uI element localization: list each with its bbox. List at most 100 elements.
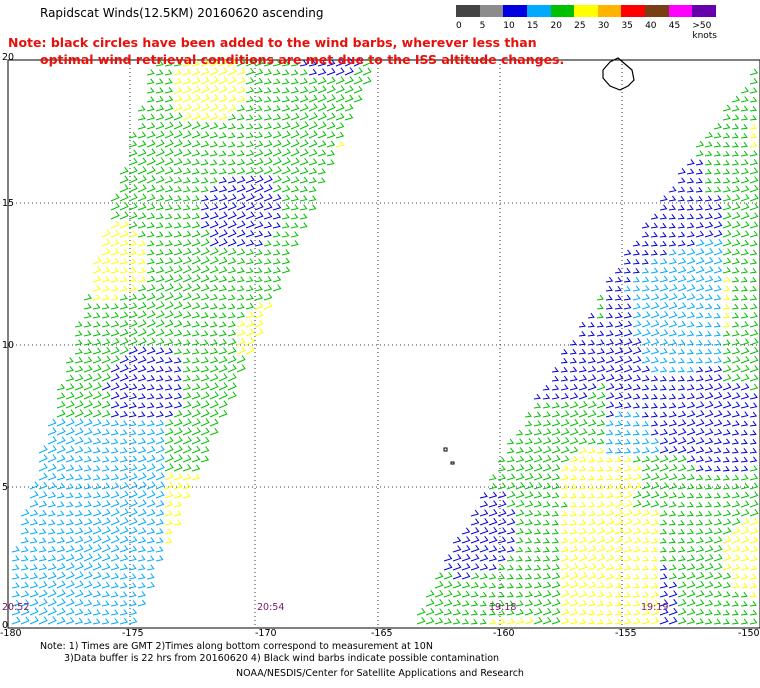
- wind-barb: [632, 482, 642, 490]
- wind-barb: [596, 492, 605, 499]
- wind-barb: [569, 528, 578, 535]
- wind-barb: [110, 248, 120, 256]
- wind-barb: [191, 221, 201, 229]
- wind-barb: [659, 590, 669, 598]
- wind-barb: [164, 481, 174, 490]
- wind-barb: [281, 194, 291, 202]
- wind-barb: [551, 445, 561, 454]
- wind-barb: [218, 202, 228, 211]
- wind-barb: [83, 365, 93, 373]
- wind-barb: [551, 367, 559, 373]
- wind-barb: [29, 546, 38, 553]
- wind-barb: [227, 141, 236, 148]
- wind-barb: [659, 599, 669, 607]
- wind-barb: [362, 67, 372, 76]
- wind-barb: [146, 499, 156, 508]
- wind-barb: [164, 130, 174, 139]
- wind-barb: [200, 247, 210, 256]
- wind-barb: [650, 319, 660, 328]
- wind-barb: [722, 429, 731, 436]
- wind-barb: [749, 383, 759, 391]
- wind-barb: [173, 436, 183, 445]
- wind-barb: [749, 312, 758, 319]
- wind-barb: [614, 448, 622, 454]
- wind-barb: [443, 608, 453, 616]
- wind-barb: [587, 428, 597, 436]
- wind-barb: [533, 402, 542, 409]
- wind-barb: [137, 157, 147, 166]
- wind-barb: [200, 112, 210, 121]
- wind-barb: [659, 402, 668, 409]
- wind-barb: [20, 616, 30, 625]
- wind-barb: [173, 384, 182, 391]
- wind-barb: [164, 310, 174, 319]
- wind-barb: [182, 330, 191, 337]
- wind-barb: [506, 447, 515, 454]
- wind-barb: [74, 510, 83, 517]
- scale-swatch: [645, 5, 669, 17]
- wind-barb: [623, 374, 633, 382]
- wind-barb: [497, 592, 505, 598]
- wind-barb: [497, 482, 507, 490]
- wind-barb: [740, 202, 750, 211]
- wind-barb: [524, 472, 534, 481]
- wind-barb: [146, 420, 155, 427]
- wind-barb: [587, 590, 596, 598]
- wind-barb: [731, 230, 741, 238]
- wind-barb: [605, 383, 615, 391]
- wind-barb: [650, 608, 660, 616]
- wind-barb: [587, 536, 597, 544]
- wind-barb: [164, 375, 173, 382]
- wind-barb: [182, 357, 191, 364]
- wind-barb: [524, 617, 534, 625]
- wind-barb: [641, 231, 650, 238]
- wind-barb: [236, 114, 245, 121]
- wind-barb: [605, 500, 615, 508]
- wind-barb: [83, 474, 92, 481]
- wind-barb: [677, 402, 686, 409]
- wind-barb: [740, 374, 750, 382]
- wind-barb: [434, 599, 444, 607]
- wind-barb: [695, 284, 705, 292]
- wind-barb: [101, 346, 111, 355]
- wind-barb: [182, 401, 192, 409]
- wind-barb: [695, 168, 704, 175]
- wind-barb: [749, 430, 757, 436]
- wind-barb: [596, 591, 605, 598]
- wind-barb: [623, 267, 631, 274]
- wind-barb: [713, 322, 721, 328]
- wind-barb: [308, 177, 317, 184]
- wind-barb: [155, 203, 164, 211]
- wind-barb: [569, 537, 578, 544]
- wind-barb: [56, 616, 66, 625]
- wind-barb: [623, 303, 632, 310]
- wind-barb: [596, 535, 606, 544]
- wind-barb: [596, 294, 605, 301]
- wind-barb: [155, 537, 164, 544]
- wind-barb: [632, 320, 642, 328]
- wind-barb: [443, 571, 453, 580]
- wind-barb: [713, 177, 722, 184]
- wind-barb: [524, 500, 534, 508]
- wind-barb: [38, 519, 47, 526]
- wind-barb: [173, 348, 182, 355]
- wind-barb: [254, 140, 264, 148]
- wind-barb: [137, 573, 146, 580]
- wind-barb: [263, 59, 273, 67]
- wind-barb: [713, 572, 723, 580]
- wind-barb: [146, 346, 156, 355]
- wind-barb: [686, 401, 696, 409]
- wind-barb: [668, 572, 677, 580]
- wind-barb: [227, 338, 237, 346]
- wind-barb: [200, 85, 210, 94]
- wind-barb: [515, 565, 523, 571]
- wind-barb: [245, 285, 254, 292]
- wind-barb: [713, 428, 723, 436]
- wind-barb: [587, 545, 597, 553]
- wind-barb: [614, 312, 623, 319]
- wind-barb: [101, 600, 110, 607]
- wind-barb: [272, 96, 281, 103]
- wind-barb: [218, 113, 228, 121]
- wind-barb: [92, 338, 102, 346]
- wind-barb: [110, 491, 120, 499]
